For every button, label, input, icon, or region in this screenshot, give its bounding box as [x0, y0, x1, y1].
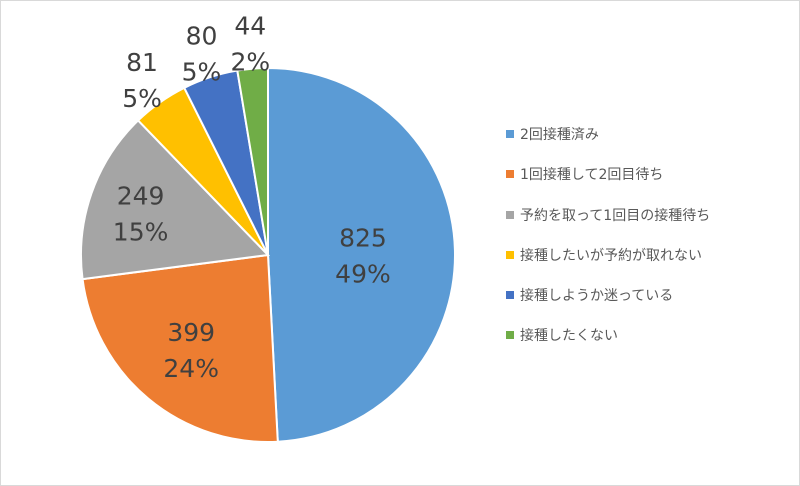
- legend-item: 接種したくない: [506, 325, 796, 345]
- slice-value-label: 44: [234, 12, 266, 41]
- slice-percent-label: 5%: [122, 84, 162, 113]
- legend-swatch: [506, 130, 514, 138]
- legend: 2回接種済み 1回接種して2回目待ち 予約を取って1回目の接種待ち 接種したいが…: [506, 124, 796, 366]
- slice-value-label: 399: [167, 318, 215, 347]
- legend-swatch: [506, 331, 514, 340]
- legend-item: 接種しようか迷っている: [506, 285, 796, 305]
- slice-value-label: 81: [126, 48, 158, 77]
- pie-slices: [80, 66, 456, 443]
- legend-item: 予約を取って1回目の接種待ち: [506, 205, 796, 225]
- slice-percent-label: 24%: [163, 354, 219, 383]
- legend-label: 接種しようか迷っている: [520, 288, 674, 305]
- slice-value-label: 249: [117, 181, 165, 210]
- legend-label: 予約を取って1回目の接種待ち: [520, 207, 711, 224]
- legend-swatch: [506, 170, 514, 179]
- legend-swatch: [506, 210, 514, 219]
- legend-swatch: [506, 291, 514, 300]
- legend-label: 接種したくない: [520, 328, 618, 345]
- legend-item: 2回接種済み: [506, 124, 796, 144]
- pie-slice: [80, 119, 271, 281]
- legend-item: 接種したいが予約が取れない: [506, 245, 796, 265]
- slice-percent-label: 15%: [113, 217, 169, 246]
- pie-slice: [236, 66, 269, 256]
- slice-percent-label: 2%: [230, 48, 270, 77]
- legend-swatch: [506, 250, 514, 259]
- slice-percent-label: 49%: [335, 260, 391, 289]
- legend-item: 1回接種して2回目待ち: [506, 164, 796, 184]
- legend-label: 接種したいが予約が取れない: [520, 247, 702, 264]
- legend-label: 1回接種して2回目待ち: [520, 167, 664, 184]
- data-labels: 825 49% 399 24% 249 15% 81 5% 80 5% 44 2%: [113, 12, 391, 383]
- slice-value-label: 825: [339, 224, 387, 253]
- pie-slice: [81, 253, 279, 443]
- slice-percent-label: 5%: [182, 58, 222, 87]
- legend-label: 2回接種済み: [520, 127, 599, 143]
- pie-slice: [267, 66, 456, 443]
- slice-value-label: 80: [186, 22, 218, 51]
